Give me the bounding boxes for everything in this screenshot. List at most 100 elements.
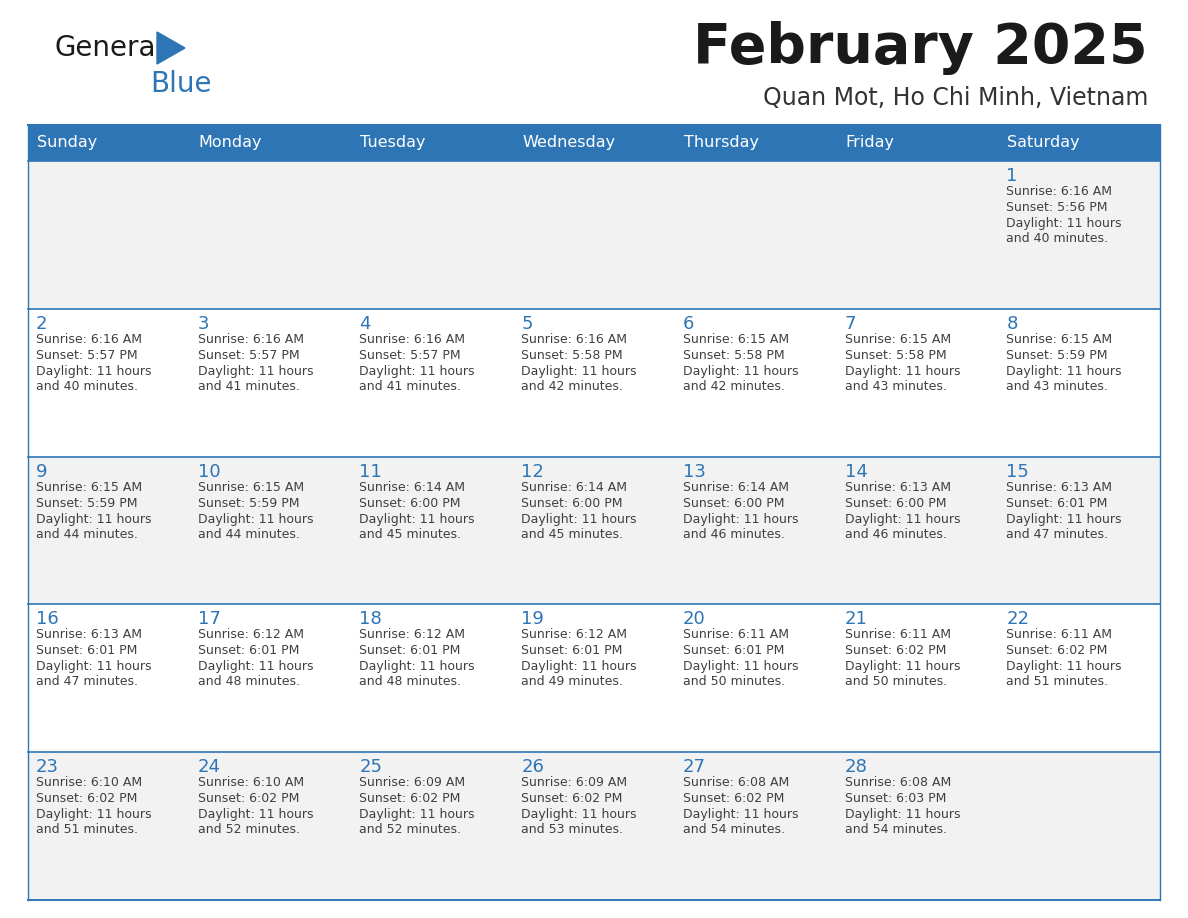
Text: Sunset: 5:57 PM: Sunset: 5:57 PM [36,349,138,362]
Text: and 43 minutes.: and 43 minutes. [845,380,947,393]
Bar [836,308,998,456]
Text: Sunset: 6:01 PM: Sunset: 6:01 PM [360,644,461,657]
Text: Sunrise: 6:16 AM: Sunrise: 6:16 AM [360,333,466,346]
Bar [29,308,190,456]
Text: Daylight: 11 hours: Daylight: 11 hours [1006,512,1121,526]
Text: 10: 10 [197,463,220,481]
Text: and 42 minutes.: and 42 minutes. [522,380,623,393]
Text: Blue: Blue [150,70,211,98]
Text: 14: 14 [845,463,867,481]
Text: 27: 27 [683,758,706,777]
Bar [352,604,513,752]
Text: Sunset: 6:02 PM: Sunset: 6:02 PM [522,792,623,805]
Text: and 42 minutes.: and 42 minutes. [683,380,785,393]
Bar [352,456,513,604]
Text: February 2025: February 2025 [694,21,1148,75]
Text: Sunset: 6:02 PM: Sunset: 6:02 PM [1006,644,1107,657]
Text: Sunset: 6:00 PM: Sunset: 6:00 PM [845,497,946,509]
Text: 4: 4 [360,315,371,333]
Bar [998,752,1159,900]
Text: 9: 9 [36,463,48,481]
Text: Sunrise: 6:11 AM: Sunrise: 6:11 AM [1006,629,1112,642]
Text: 13: 13 [683,463,706,481]
Text: 17: 17 [197,610,221,629]
Text: 1: 1 [1006,167,1018,185]
Text: and 43 minutes.: and 43 minutes. [1006,380,1108,393]
Text: Sunset: 5:58 PM: Sunset: 5:58 PM [522,349,623,362]
Bar [29,456,190,604]
Text: Friday: Friday [846,136,895,151]
Text: Sunrise: 6:16 AM: Sunrise: 6:16 AM [36,333,143,346]
Text: and 40 minutes.: and 40 minutes. [1006,232,1108,245]
Text: Sunset: 6:01 PM: Sunset: 6:01 PM [197,644,299,657]
Text: 21: 21 [845,610,867,629]
Text: 18: 18 [360,610,383,629]
Text: Tuesday: Tuesday [360,136,426,151]
Text: Sunset: 6:03 PM: Sunset: 6:03 PM [845,792,946,805]
Text: and 54 minutes.: and 54 minutes. [683,823,785,836]
Text: Sunset: 5:57 PM: Sunset: 5:57 PM [197,349,299,362]
Text: Sunset: 6:00 PM: Sunset: 6:00 PM [360,497,461,509]
Text: Daylight: 11 hours: Daylight: 11 hours [360,364,475,378]
Bar [675,161,836,308]
Text: Sunset: 6:00 PM: Sunset: 6:00 PM [683,497,784,509]
Text: Daylight: 11 hours: Daylight: 11 hours [845,660,960,674]
Text: Daylight: 11 hours: Daylight: 11 hours [197,808,314,822]
Text: and 45 minutes.: and 45 minutes. [522,528,624,541]
Bar [29,604,190,752]
Text: 6: 6 [683,315,694,333]
Text: Monday: Monday [198,136,263,151]
Bar [836,752,998,900]
Text: Sunset: 5:57 PM: Sunset: 5:57 PM [360,349,461,362]
Text: Sunrise: 6:12 AM: Sunrise: 6:12 AM [522,629,627,642]
Text: Sunrise: 6:16 AM: Sunrise: 6:16 AM [1006,185,1112,198]
Bar [513,308,675,456]
Bar [190,752,352,900]
Text: 7: 7 [845,315,857,333]
Text: Sunrise: 6:13 AM: Sunrise: 6:13 AM [1006,481,1112,494]
Text: and 46 minutes.: and 46 minutes. [683,528,785,541]
Text: and 41 minutes.: and 41 minutes. [360,380,461,393]
Text: Sunset: 5:59 PM: Sunset: 5:59 PM [197,497,299,509]
Text: and 51 minutes.: and 51 minutes. [36,823,138,836]
Bar [513,604,675,752]
Text: 2: 2 [36,315,48,333]
Text: and 47 minutes.: and 47 minutes. [1006,528,1108,541]
Text: Daylight: 11 hours: Daylight: 11 hours [197,660,314,674]
Text: and 41 minutes.: and 41 minutes. [197,380,299,393]
Text: and 52 minutes.: and 52 minutes. [360,823,461,836]
Text: Sunset: 6:01 PM: Sunset: 6:01 PM [1006,497,1107,509]
Text: Sunrise: 6:08 AM: Sunrise: 6:08 AM [845,777,950,789]
Text: 15: 15 [1006,463,1029,481]
Text: 24: 24 [197,758,221,777]
Text: and 52 minutes.: and 52 minutes. [197,823,299,836]
Text: Sunset: 6:02 PM: Sunset: 6:02 PM [360,792,461,805]
Text: 11: 11 [360,463,383,481]
Text: Sunrise: 6:11 AM: Sunrise: 6:11 AM [845,629,950,642]
Text: and 47 minutes.: and 47 minutes. [36,676,138,688]
Bar [352,125,513,161]
Bar [675,125,836,161]
Text: Sunrise: 6:15 AM: Sunrise: 6:15 AM [197,481,304,494]
Text: and 44 minutes.: and 44 minutes. [197,528,299,541]
Text: 5: 5 [522,315,532,333]
Text: Sunset: 5:58 PM: Sunset: 5:58 PM [683,349,784,362]
Text: Daylight: 11 hours: Daylight: 11 hours [36,364,152,378]
Text: Sunset: 5:56 PM: Sunset: 5:56 PM [1006,201,1107,214]
Text: and 40 minutes.: and 40 minutes. [36,380,138,393]
Text: Sunset: 6:02 PM: Sunset: 6:02 PM [683,792,784,805]
Text: Daylight: 11 hours: Daylight: 11 hours [360,660,475,674]
Bar [190,125,352,161]
Bar [675,456,836,604]
Text: Sunrise: 6:14 AM: Sunrise: 6:14 AM [683,481,789,494]
Text: Daylight: 11 hours: Daylight: 11 hours [197,364,314,378]
Text: Sunset: 6:02 PM: Sunset: 6:02 PM [845,644,946,657]
Bar [513,161,675,308]
Bar [675,752,836,900]
Text: Sunset: 5:59 PM: Sunset: 5:59 PM [1006,349,1107,362]
Text: Sunset: 6:01 PM: Sunset: 6:01 PM [36,644,138,657]
Text: Sunset: 6:01 PM: Sunset: 6:01 PM [522,644,623,657]
Bar [675,604,836,752]
Text: 3: 3 [197,315,209,333]
Text: 19: 19 [522,610,544,629]
